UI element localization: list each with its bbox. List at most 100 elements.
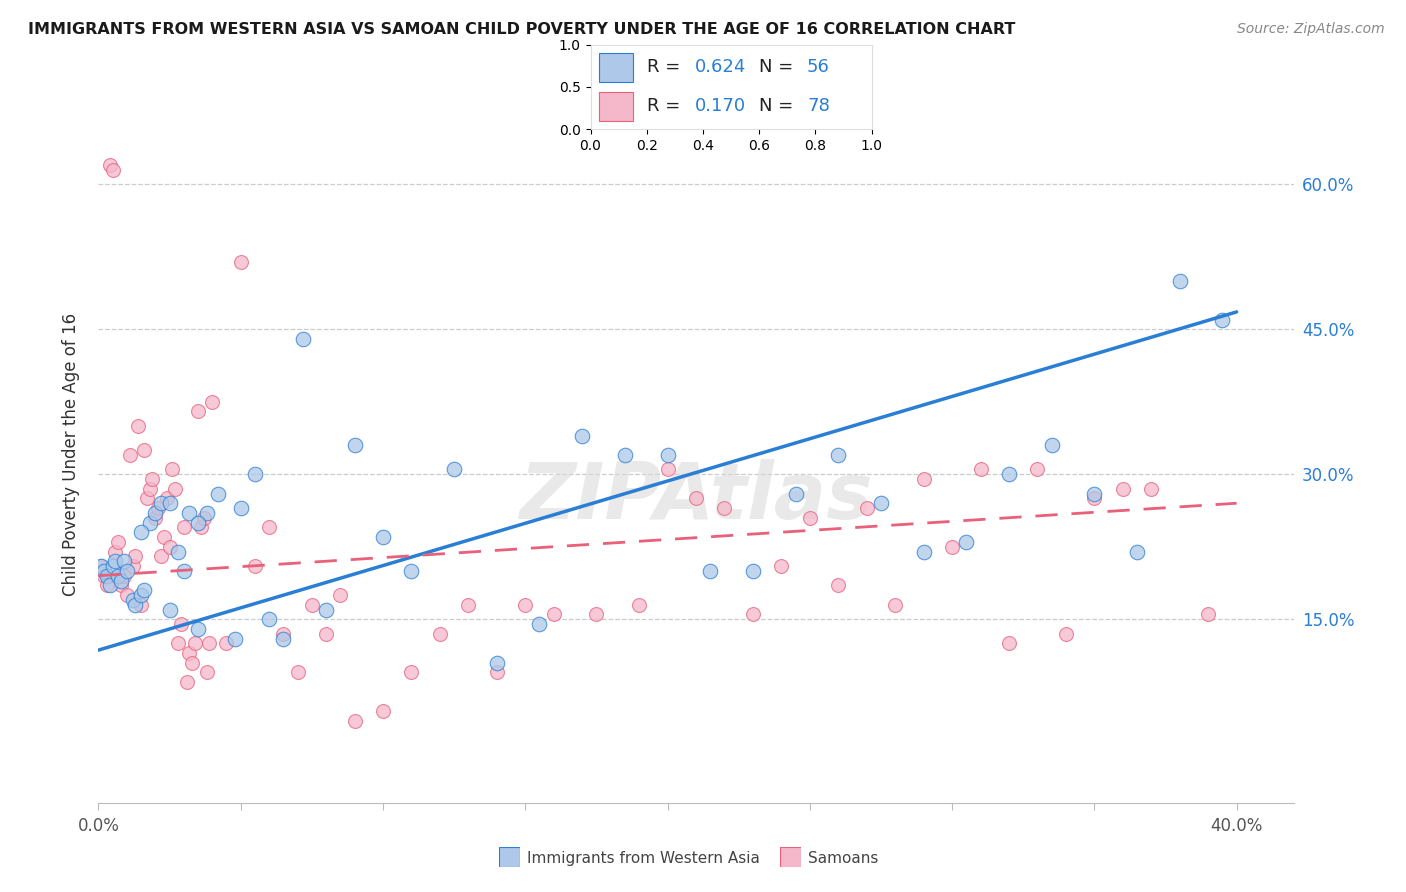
- Point: [129, 598, 152, 612]
- FancyBboxPatch shape: [599, 92, 633, 120]
- Point: [741, 607, 763, 622]
- Point: [173, 564, 195, 578]
- Point: [187, 516, 209, 530]
- Point: [112, 568, 135, 582]
- Point: [143, 506, 166, 520]
- Point: [371, 530, 394, 544]
- Point: [159, 496, 181, 510]
- Point: [785, 486, 807, 500]
- Point: [485, 656, 508, 670]
- Text: IMMIGRANTS FROM WESTERN ASIA VS SAMOAN CHILD POVERTY UNDER THE AGE OF 16 CORRELA: IMMIGRANTS FROM WESTERN ASIA VS SAMOAN C…: [28, 22, 1015, 37]
- Point: [855, 501, 877, 516]
- Point: [343, 438, 366, 452]
- Point: [187, 404, 209, 418]
- Point: [173, 520, 195, 534]
- Point: [1140, 482, 1163, 496]
- Point: [685, 491, 707, 506]
- Text: Source: ZipAtlas.com: Source: ZipAtlas.com: [1237, 22, 1385, 37]
- Point: [148, 501, 170, 516]
- Point: [129, 525, 152, 540]
- Point: [121, 592, 143, 607]
- FancyBboxPatch shape: [499, 847, 520, 867]
- Point: [998, 636, 1021, 650]
- Point: [543, 607, 565, 622]
- Point: [159, 602, 181, 616]
- Point: [1211, 312, 1233, 326]
- Text: ZIPAtlas: ZIPAtlas: [519, 458, 873, 534]
- Text: R =: R =: [647, 97, 686, 115]
- Point: [401, 564, 423, 578]
- Point: [315, 626, 337, 640]
- Point: [613, 448, 636, 462]
- Point: [110, 574, 132, 588]
- Point: [101, 162, 124, 177]
- Point: [657, 462, 679, 476]
- Point: [193, 510, 215, 524]
- Point: [181, 656, 204, 670]
- Point: [827, 578, 849, 592]
- Text: Samoans: Samoans: [808, 851, 879, 865]
- Point: [243, 467, 266, 482]
- Point: [329, 588, 352, 602]
- Point: [401, 665, 423, 680]
- Point: [141, 472, 163, 486]
- Point: [96, 578, 118, 592]
- Point: [1054, 626, 1077, 640]
- Point: [112, 554, 135, 568]
- Point: [257, 520, 280, 534]
- Point: [195, 665, 218, 680]
- Point: [713, 501, 735, 516]
- Point: [485, 665, 508, 680]
- Point: [167, 636, 190, 650]
- Point: [1040, 438, 1063, 452]
- Point: [287, 665, 309, 680]
- Point: [628, 598, 651, 612]
- Point: [941, 540, 963, 554]
- Point: [741, 564, 763, 578]
- Point: [912, 472, 935, 486]
- Point: [150, 496, 173, 510]
- Point: [129, 588, 152, 602]
- Point: [187, 622, 209, 636]
- Point: [135, 491, 157, 506]
- FancyBboxPatch shape: [780, 847, 801, 867]
- Point: [827, 448, 849, 462]
- Point: [215, 636, 238, 650]
- Text: N =: N =: [759, 59, 799, 77]
- Point: [870, 496, 893, 510]
- Point: [153, 530, 176, 544]
- Point: [115, 564, 138, 578]
- Point: [657, 448, 679, 462]
- Point: [165, 482, 187, 496]
- Text: 56: 56: [807, 59, 830, 77]
- Point: [132, 443, 155, 458]
- Text: N =: N =: [759, 97, 799, 115]
- Point: [90, 559, 112, 574]
- Point: [132, 583, 155, 598]
- Point: [118, 448, 141, 462]
- Point: [190, 520, 212, 534]
- Point: [98, 578, 121, 592]
- Y-axis label: Child Poverty Under the Age of 16: Child Poverty Under the Age of 16: [62, 313, 80, 597]
- Point: [969, 462, 991, 476]
- Point: [229, 501, 252, 516]
- Point: [110, 578, 132, 592]
- Point: [273, 632, 295, 646]
- Point: [101, 559, 124, 574]
- Point: [170, 617, 193, 632]
- Point: [90, 559, 112, 574]
- Text: 0.624: 0.624: [695, 59, 747, 77]
- Point: [138, 482, 160, 496]
- Point: [243, 559, 266, 574]
- Point: [104, 554, 127, 568]
- Point: [699, 564, 721, 578]
- Point: [124, 549, 146, 564]
- Point: [121, 559, 143, 574]
- Point: [156, 491, 179, 506]
- Point: [224, 632, 246, 646]
- Point: [93, 568, 115, 582]
- Point: [371, 704, 394, 718]
- Point: [167, 544, 190, 558]
- Point: [515, 598, 537, 612]
- Point: [585, 607, 607, 622]
